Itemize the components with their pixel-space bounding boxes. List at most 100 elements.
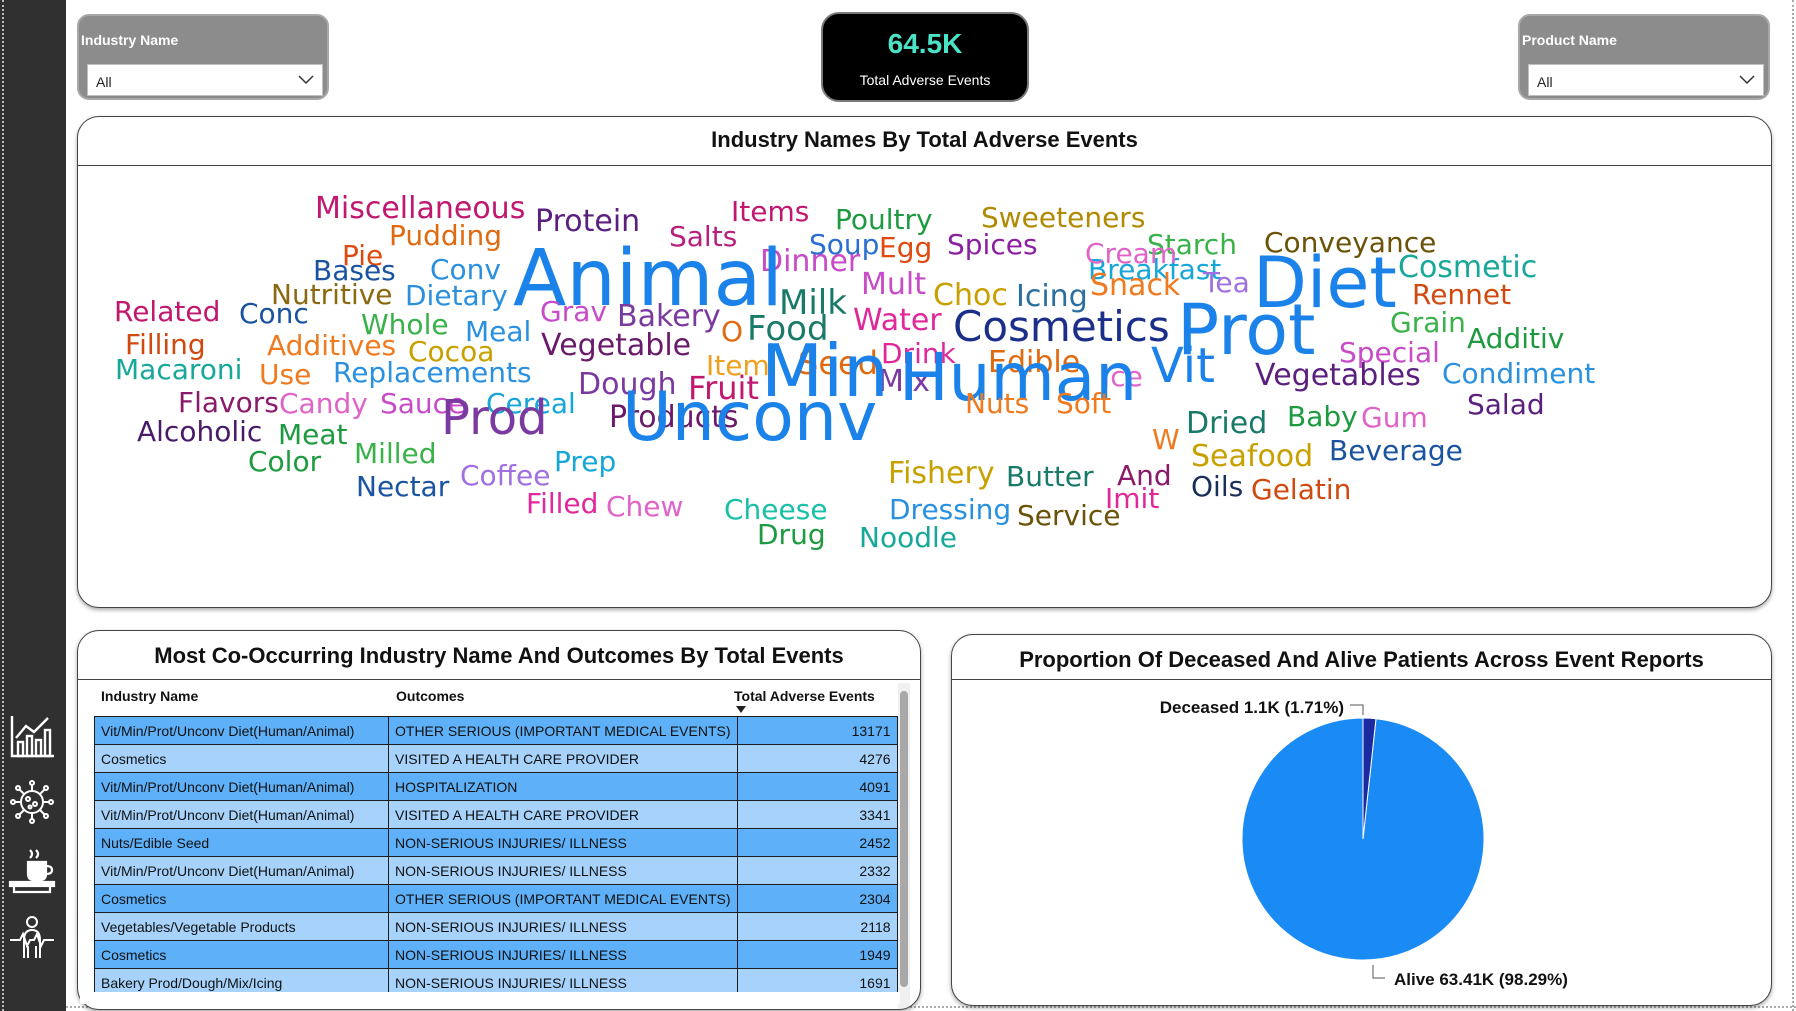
wordcloud-word[interactable]: Egg: [879, 231, 933, 265]
wordcloud-word[interactable]: Soft: [1056, 387, 1112, 421]
wordcloud-word[interactable]: Animal: [513, 234, 783, 325]
virus-icon[interactable]: [8, 778, 56, 826]
person-health-icon[interactable]: [8, 914, 56, 962]
wordcloud-word[interactable]: Filling: [125, 328, 206, 362]
wordcloud-word[interactable]: Conv: [430, 253, 501, 287]
table-row[interactable]: Nuts/Edible Seed NON-SERIOUS INJURIES/ IL…: [94, 828, 898, 857]
wordcloud-word[interactable]: Item: [706, 349, 770, 383]
wordcloud-word[interactable]: Cocoa: [408, 335, 495, 369]
wordcloud-word[interactable]: Conveyance: [1264, 226, 1437, 260]
wordcloud-word[interactable]: Grain: [1390, 306, 1466, 340]
table-row[interactable]: Vit/Min/Prot/Unconv Diet(Human/Animal) NO…: [94, 856, 898, 885]
wordcloud-word[interactable]: Unconv: [622, 378, 878, 458]
table-row[interactable]: Vit/Min/Prot/Unconv Diet(Human/Animal) OT…: [94, 716, 898, 745]
wordcloud-word[interactable]: Imit: [1105, 482, 1160, 516]
wordcloud-word[interactable]: Seed: [798, 343, 878, 382]
wordcloud-word[interactable]: Candy: [279, 387, 368, 421]
table-header-total-adverse-events[interactable]: Total Adverse Events: [734, 688, 875, 704]
wordcloud-word[interactable]: O: [721, 315, 744, 349]
wordcloud-word[interactable]: Pudding: [389, 219, 502, 253]
wordcloud-word[interactable]: Water: [853, 303, 942, 339]
wordcloud-word[interactable]: Edible: [988, 345, 1081, 381]
wordcloud-word[interactable]: Mult: [861, 267, 926, 303]
wordcloud-word[interactable]: Salts: [669, 220, 738, 254]
wordcloud-word[interactable]: Food: [747, 309, 829, 350]
line-chart-icon[interactable]: [8, 712, 56, 760]
wordcloud-word[interactable]: Prod: [441, 389, 548, 446]
wordcloud-word[interactable]: Seafood: [1191, 439, 1314, 475]
wordcloud-word[interactable]: Spices: [947, 228, 1038, 262]
table-header-industry-name[interactable]: Industry Name: [101, 688, 199, 704]
wordcloud-word[interactable]: Butter: [1006, 460, 1094, 494]
wordcloud-word[interactable]: Nutritive: [271, 278, 393, 312]
wordcloud-word[interactable]: Color: [248, 445, 322, 479]
wordcloud-word[interactable]: Filled: [526, 487, 599, 521]
wordcloud-word[interactable]: Macaroni: [115, 353, 243, 387]
industry-name-dropdown[interactable]: All: [87, 64, 323, 96]
wordcloud-word[interactable]: Conc: [239, 297, 309, 331]
wordcloud-word[interactable]: Prep: [554, 445, 617, 479]
wordcloud-word[interactable]: Tea: [1203, 266, 1250, 300]
wordcloud-word[interactable]: Chew: [606, 490, 684, 524]
wordcloud-word[interactable]: Gelatin: [1251, 473, 1352, 507]
wordcloud-word[interactable]: Meal: [465, 315, 532, 349]
wordcloud-word[interactable]: Choc: [933, 278, 1008, 314]
wordcloud-word[interactable]: Oils: [1191, 470, 1244, 504]
wordcloud-word[interactable]: Bakery: [617, 299, 721, 335]
wordcloud-word[interactable]: Vit: [1151, 337, 1215, 394]
wordcloud-word[interactable]: Cereal: [486, 387, 576, 421]
wordcloud-word[interactable]: Bases: [313, 254, 396, 288]
wordcloud-word[interactable]: Icing: [1016, 279, 1088, 315]
wordcloud-word[interactable]: Miscellaneous: [315, 191, 526, 227]
wordcloud-word[interactable]: Additives: [267, 329, 397, 363]
wordcloud-word[interactable]: Service: [1017, 499, 1121, 533]
wordcloud-word[interactable]: Protein: [535, 204, 641, 240]
wordcloud-word[interactable]: Milled: [354, 437, 437, 471]
wordcloud-word[interactable]: Breakfast: [1088, 253, 1222, 287]
wordcloud-word[interactable]: Use: [259, 358, 312, 392]
wordcloud-word[interactable]: Prot: [1177, 288, 1316, 371]
wordcloud-word[interactable]: Baby: [1287, 400, 1358, 434]
wordcloud-word[interactable]: Cosmetic: [1398, 250, 1538, 286]
wordcloud-word[interactable]: Dinner: [760, 244, 861, 280]
product-name-dropdown[interactable]: All: [1528, 64, 1764, 96]
wordcloud-word[interactable]: Flavors: [178, 386, 279, 420]
wordcloud-word[interactable]: Snack: [1090, 268, 1181, 304]
wordcloud-word[interactable]: Coffee: [460, 459, 551, 493]
wordcloud-word[interactable]: Fishery: [888, 456, 995, 492]
wordcloud-word[interactable]: Pie: [342, 239, 384, 273]
wordcloud-word[interactable]: Related: [114, 295, 221, 329]
wordcloud-word[interactable]: Min: [761, 328, 889, 413]
wordcloud-word[interactable]: Mix: [878, 364, 930, 400]
wordcloud-word[interactable]: Additiv: [1467, 322, 1565, 356]
scrollbar-thumb[interactable]: [900, 691, 908, 987]
wordcloud-word[interactable]: Noodle: [859, 521, 957, 555]
wordcloud-word[interactable]: Whole: [361, 308, 449, 342]
wordcloud-word[interactable]: Meat: [278, 418, 348, 452]
wordcloud-word[interactable]: Fruit: [688, 368, 759, 407]
wordcloud-word[interactable]: Cheese: [724, 493, 828, 527]
wordcloud-word[interactable]: Nuts: [965, 387, 1030, 421]
wordcloud-word[interactable]: Drug: [757, 518, 826, 552]
scrollbar-track[interactable]: [898, 683, 910, 1009]
wordcloud-word[interactable]: Dried: [1186, 406, 1268, 442]
wordcloud-word[interactable]: Condiment: [1442, 357, 1596, 391]
wordcloud-word[interactable]: And: [1117, 459, 1172, 493]
table-header-outcomes[interactable]: Outcomes: [396, 688, 465, 704]
wordcloud-word[interactable]: Dressing: [889, 493, 1012, 527]
wordcloud-word[interactable]: Human: [899, 338, 1138, 416]
table-row[interactable]: Cosmetics NON-SERIOUS INJURIES/ ILLNESS 19…: [94, 940, 898, 969]
wordcloud-word[interactable]: Drink: [881, 337, 956, 371]
wordcloud-word[interactable]: Cream: [1085, 237, 1178, 271]
wordcloud-word[interactable]: Beverage: [1329, 434, 1463, 468]
wordcloud-word[interactable]: Cosmetics: [953, 301, 1170, 351]
wordcloud-word[interactable]: Products: [609, 400, 739, 436]
wordcloud-word[interactable]: Sweeteners: [981, 201, 1146, 235]
wordcloud-word[interactable]: Vegetables: [1255, 358, 1421, 394]
table-row[interactable]: Vit/Min/Prot/Unconv Diet(Human/Animal) HO…: [94, 772, 898, 801]
wordcloud-word[interactable]: Ice: [1102, 360, 1143, 394]
wordcloud-word[interactable]: Soup: [809, 228, 880, 262]
wordcloud-word[interactable]: Salad: [1467, 388, 1545, 422]
wordcloud-word[interactable]: Poultry: [835, 203, 933, 237]
wordcloud-word[interactable]: W: [1152, 423, 1180, 457]
